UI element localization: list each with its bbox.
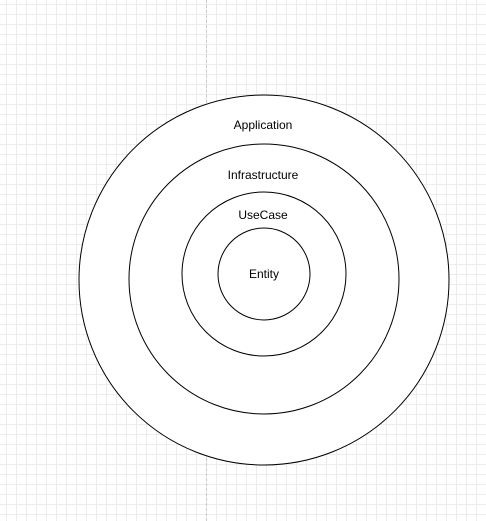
application-label: Application xyxy=(234,118,293,132)
infrastructure-label: Infrastructure xyxy=(228,168,299,182)
entity-label: Entity xyxy=(249,267,279,281)
usecase-label: UseCase xyxy=(238,208,288,222)
entity-ring[interactable] xyxy=(217,227,311,321)
